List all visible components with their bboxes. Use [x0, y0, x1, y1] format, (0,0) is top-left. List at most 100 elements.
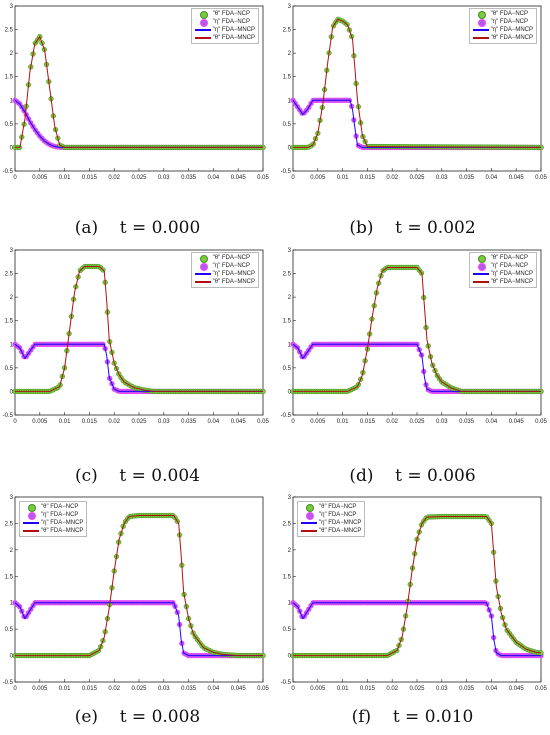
legend-symbol: [195, 10, 211, 19]
y-tick-label: 3: [288, 4, 292, 10]
y-tick-label: 1.5: [5, 319, 14, 325]
legend-symbol: [473, 262, 489, 271]
x-tick-label: 0.01: [337, 419, 349, 425]
x-tick-label: 0.035: [459, 686, 475, 692]
legend: "θ" FDA−NCP "η" FDA−NCP "η" FDA−MNCP "θ" FD…: [19, 501, 88, 537]
eta-mncp-line: [14, 343, 263, 392]
legend-entry: "η" FDA−NCP: [473, 262, 533, 271]
legend-symbol: [195, 18, 211, 27]
y-tick-label: 1.5: [5, 75, 14, 81]
y-tick-label: 2.5: [283, 28, 292, 34]
x-tick-label: 0.035: [181, 686, 197, 692]
theta-mncp-line: [15, 35, 263, 148]
y-tick-label: 0: [10, 145, 14, 151]
eta-mncp-line: [292, 343, 541, 392]
x-tick-label: 0.035: [459, 419, 475, 425]
legend-symbol: [472, 26, 489, 34]
x-tick-label: 0.01: [337, 686, 349, 692]
chart-panel: -0.5 0 0.5 1 1.5 2 2.5 3 0 0.005 0.01 0.015 0.02 0.02…: [3, 248, 270, 425]
legend-symbol: [195, 254, 211, 263]
chart-svg: -0.500.511.522.530 0.005 0.01 0.015 0.02 0.02…: [3, 4, 270, 181]
legend-symbol: [23, 527, 39, 535]
legend-entry: "η" FDA−NCP: [195, 18, 255, 27]
x-tick-label: 0.045: [509, 419, 525, 425]
y-tick-label: -0.5: [281, 413, 292, 419]
y-tick-label: 0.5: [283, 627, 292, 633]
x-tick-label: 0.035: [459, 175, 475, 181]
legend-label: "θ" FDA−MNCP: [490, 35, 533, 41]
theta-mncp-line: [293, 18, 542, 148]
x-tick-label: 0.03: [436, 686, 448, 692]
y-tick-label: 2: [288, 51, 292, 57]
chart-svg: -0.500.511.522.530 0.005 0.01 0.015 0.02 0.02…: [281, 248, 548, 425]
x-tick-label: 0.04: [208, 175, 220, 181]
y-tick-label: 0: [288, 654, 292, 660]
legend-symbol: [23, 503, 39, 512]
x-tick-label: 0.015: [360, 419, 376, 425]
panel-label: (a): [74, 218, 99, 238]
x-tick-label: 0.035: [181, 419, 197, 425]
y-tick-label: 1.5: [283, 319, 292, 325]
y-tick-label: 1.5: [5, 574, 14, 580]
chart-svg: -0.500.511.522.530 0.005 0.01 0.015 0.02 0.02…: [281, 4, 548, 181]
eta-mncp-line: [292, 602, 541, 657]
y-tick-label: 0: [10, 654, 14, 660]
y-tick-label: 2.5: [283, 521, 292, 527]
legend-symbol: [301, 519, 317, 527]
legend-entry: "η" FDA−NCP: [473, 18, 533, 27]
legend-symbol: [194, 26, 211, 34]
legend-label: "θ" FDA−NCP: [490, 11, 528, 17]
legend: "θ" FDA−NCP "η" FDA−NCP "η" FDA−MNCP "θ" FD…: [190, 8, 259, 44]
x-tick-label: 0.05: [535, 175, 547, 181]
x-tick-label: 0.02: [386, 175, 398, 181]
y-tick-label: 3: [288, 495, 292, 501]
legend-entry: "θ" FDA−NCP: [473, 10, 533, 19]
legend-symbol: [23, 519, 39, 527]
x-tick-label: 0.05: [535, 419, 547, 425]
legend-entry: "η" FDA−MNCP: [301, 519, 361, 527]
y-tick-label: 1: [10, 601, 14, 607]
x-tick-label: 0.025: [131, 686, 147, 692]
panel-caption: (f) t = 0.010: [275, 707, 550, 727]
legend-entry: "θ" FDA−NCP: [301, 503, 361, 512]
chart-panel: -0.5 0 0.5 1 1.5 2 2.5 3 0 0.005 0.01 0.015 0.02 0.02…: [281, 4, 548, 181]
legend: "θ" FDA−NCP "η" FDA−NCP "η" FDA−MNCP "θ" FD…: [468, 8, 537, 44]
legend-symbol: [473, 18, 489, 27]
y-tick-label: 0.5: [5, 366, 14, 372]
legend-entry: "θ" FDA−NCP: [23, 503, 83, 512]
chart-panel: -0.5 0 0.5 1 1.5 2 2.5 3 0 0.005 0.01 0.015 0.02 0.02…: [3, 495, 270, 692]
y-tick-label: 1: [10, 342, 14, 348]
y-tick-label: 0: [288, 389, 292, 395]
chart-panel: -0.5 0 0.5 1 1.5 2 2.5 3 0 0.005 0.01 0.015 0.02 0.02…: [281, 495, 548, 692]
x-tick-label: 0.04: [208, 419, 220, 425]
time-label: t = 0.010: [392, 707, 474, 727]
legend-entry: "θ" FDA−MNCP: [23, 527, 83, 535]
legend-entry: "η" FDA−NCP: [195, 262, 255, 271]
legend-label: "θ" FDA−NCP: [212, 11, 250, 17]
y-tick-label: 2.5: [5, 28, 14, 34]
panel-caption: (b) t = 0.002: [275, 218, 550, 238]
legend-label: "θ" FDA−NCP: [212, 255, 250, 261]
legend-label: "η" FDA−NCP: [212, 19, 250, 25]
y-tick-label: 3: [10, 4, 14, 10]
x-tick-label: 0.045: [509, 686, 525, 692]
legend-entry: "η" FDA−MNCP: [472, 270, 533, 278]
legend-symbol: [301, 503, 317, 512]
y-tick-label: 0.5: [5, 627, 14, 633]
x-tick-label: 0.04: [486, 175, 498, 181]
legend-label: "θ" FDA−NCP: [41, 504, 79, 510]
legend-symbol: [473, 254, 489, 263]
legend-symbol: [473, 10, 489, 19]
legend: "θ" FDA−NCP "η" FDA−NCP "η" FDA−MNCP "θ" FD…: [297, 501, 366, 537]
x-tick-label: 0.025: [409, 175, 425, 181]
legend-entry: "η" FDA−MNCP: [194, 270, 255, 278]
theta-mncp-line: [15, 266, 263, 392]
x-tick-label: 0.01: [59, 175, 71, 181]
panel-caption: (c) t = 0.004: [0, 466, 275, 486]
y-tick-label: 0.5: [5, 122, 14, 128]
legend-label: "η" FDA−MNCP: [41, 520, 84, 526]
chart-svg: -0.500.511.522.530 0.005 0.01 0.015 0.02 0.02…: [3, 248, 270, 425]
legend-entry: "η" FDA−MNCP: [472, 26, 533, 34]
y-tick-label: 0.5: [283, 122, 292, 128]
